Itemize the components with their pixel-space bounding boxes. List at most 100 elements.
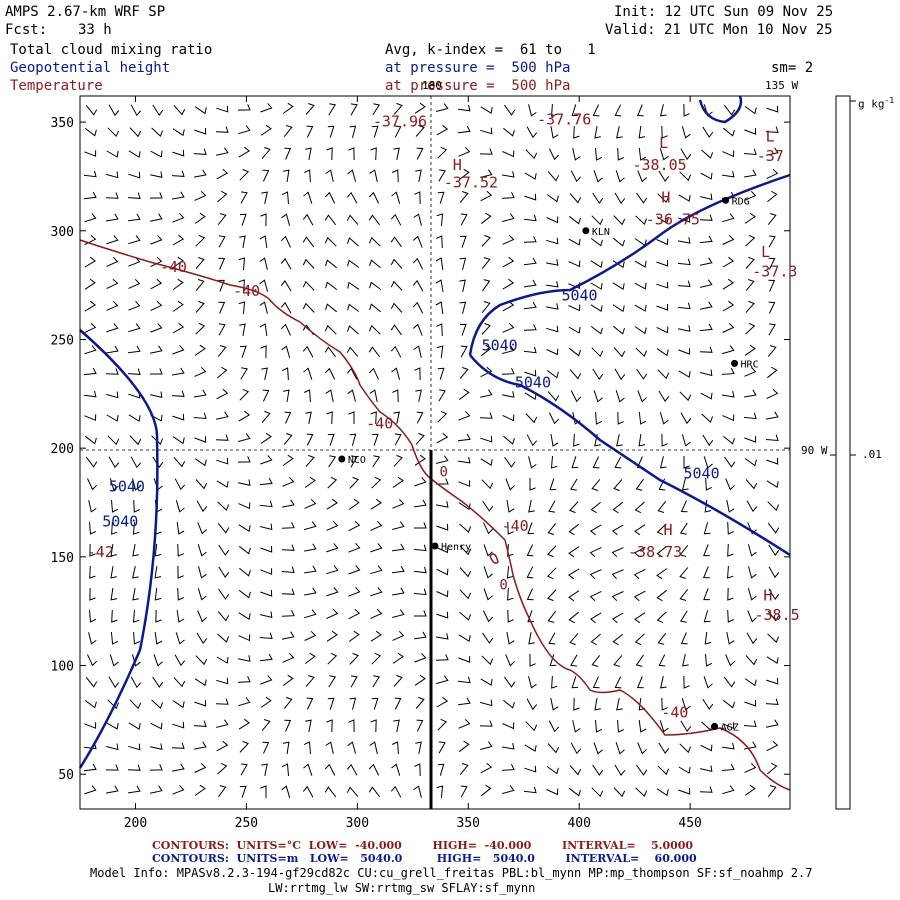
wind-barb bbox=[547, 743, 560, 754]
wind-barb bbox=[84, 278, 96, 290]
wind-barb bbox=[502, 391, 515, 398]
wind-barb bbox=[106, 150, 119, 158]
wind-barb bbox=[197, 544, 207, 557]
wind-barb bbox=[658, 742, 670, 754]
wind-barb bbox=[656, 281, 669, 289]
wind-barb bbox=[347, 389, 356, 402]
wind-barb bbox=[392, 499, 405, 509]
wind-barb bbox=[459, 235, 467, 248]
wind-barb bbox=[436, 611, 449, 619]
wind-barb bbox=[107, 127, 120, 138]
wind-barb bbox=[661, 697, 668, 711]
wind-barb bbox=[458, 719, 471, 729]
wind-barb bbox=[766, 677, 779, 685]
station-label-kln: KLN bbox=[592, 227, 610, 238]
wind-barb bbox=[390, 324, 402, 336]
wind-barb bbox=[194, 106, 207, 115]
wind-barb bbox=[327, 433, 335, 446]
wind-barb bbox=[106, 414, 119, 422]
wind-barb bbox=[346, 191, 358, 204]
wind-barb bbox=[326, 411, 333, 425]
wind-barb bbox=[766, 168, 779, 180]
wind-barb bbox=[747, 544, 757, 557]
wind-barb bbox=[328, 675, 337, 688]
wind-barb bbox=[392, 543, 405, 552]
wind-barb bbox=[679, 171, 692, 182]
wind-barb bbox=[504, 676, 516, 688]
wind-barb bbox=[128, 301, 141, 311]
wind-barb bbox=[459, 567, 472, 578]
wind-barb bbox=[260, 213, 267, 227]
wind-barb bbox=[259, 279, 269, 292]
wind-barb bbox=[84, 390, 97, 398]
wind-barb bbox=[413, 345, 422, 359]
wind-barb bbox=[546, 348, 559, 356]
plot-axes bbox=[79, 95, 856, 810]
height-contour-label: 5040 bbox=[102, 512, 138, 530]
wind-barb bbox=[546, 325, 559, 333]
wind-barb bbox=[370, 411, 377, 425]
wind-barb bbox=[436, 546, 449, 554]
wind-barb bbox=[546, 194, 559, 203]
wind-barb bbox=[594, 698, 601, 711]
wind-barb bbox=[436, 124, 449, 136]
wind-barb bbox=[306, 697, 314, 710]
field-geopotential: Geopotential height bbox=[10, 60, 171, 76]
wind-barb bbox=[678, 370, 691, 378]
wind-barb bbox=[327, 125, 335, 138]
wind-barb bbox=[368, 346, 380, 358]
wind-barb bbox=[280, 301, 292, 314]
wind-barb bbox=[238, 257, 246, 271]
wind-barb bbox=[216, 656, 229, 664]
wind-barb bbox=[481, 301, 491, 314]
wind-barb bbox=[393, 147, 400, 160]
wind-barb bbox=[458, 456, 471, 464]
wind-barb bbox=[216, 719, 229, 728]
wind-barb bbox=[436, 696, 449, 708]
wind-barb bbox=[281, 609, 295, 617]
wind-barb bbox=[611, 612, 624, 624]
wind-barb bbox=[260, 103, 273, 113]
wind-barb bbox=[369, 303, 381, 313]
wind-barb bbox=[327, 476, 338, 489]
wind-barb bbox=[128, 722, 141, 730]
wind-barb bbox=[745, 655, 758, 666]
wind-barb bbox=[106, 391, 119, 399]
wind-barb bbox=[765, 698, 779, 705]
wind-barb bbox=[414, 477, 427, 487]
wind-barb bbox=[195, 257, 205, 269]
wind-barb bbox=[700, 279, 713, 288]
wind-barb bbox=[568, 787, 581, 797]
wind-barb bbox=[176, 522, 185, 535]
wind-barb bbox=[324, 346, 336, 358]
wind-barb bbox=[768, 588, 780, 600]
wind-barb bbox=[346, 214, 359, 225]
wind-barb bbox=[683, 675, 690, 689]
height-contour-5040 bbox=[78, 329, 159, 769]
wind-barb bbox=[436, 785, 444, 799]
wind-barb bbox=[526, 698, 538, 711]
wind-barb bbox=[436, 103, 449, 112]
station-label-agz: AGZ bbox=[721, 722, 739, 733]
wind-barb bbox=[568, 546, 580, 558]
wind-barb bbox=[106, 171, 119, 179]
wind-barb bbox=[678, 194, 691, 202]
wind-barb bbox=[593, 390, 603, 403]
wind-barb bbox=[217, 213, 227, 226]
wind-barb bbox=[681, 698, 691, 711]
wind-barb bbox=[281, 566, 295, 574]
wind-barb bbox=[502, 743, 515, 750]
wind-barb bbox=[392, 521, 405, 530]
wind-barb bbox=[550, 434, 559, 447]
wind-barb bbox=[131, 654, 141, 667]
wind-barb bbox=[523, 346, 537, 354]
wind-barb bbox=[281, 191, 289, 205]
wind-barb bbox=[282, 102, 294, 114]
wind-barb bbox=[590, 501, 601, 514]
wind-barb bbox=[240, 367, 248, 380]
wind-barb bbox=[172, 213, 185, 223]
wind-barb bbox=[281, 213, 291, 226]
wind-barb bbox=[726, 500, 735, 513]
wind-barb bbox=[678, 787, 691, 795]
wind-barb bbox=[436, 432, 449, 444]
